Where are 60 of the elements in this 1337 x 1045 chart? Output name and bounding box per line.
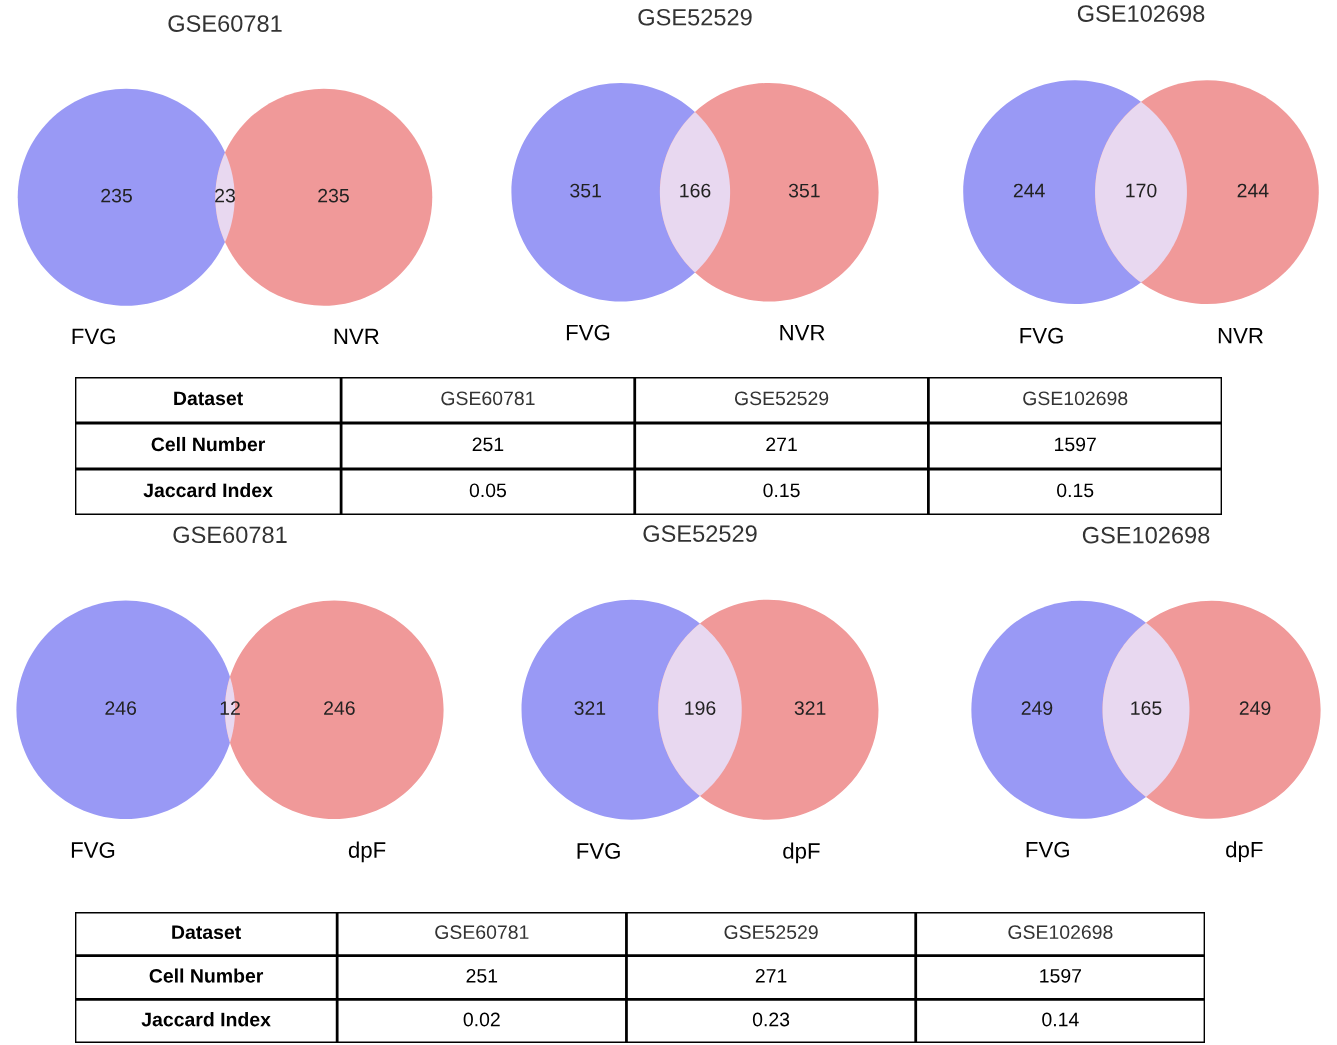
data-label: 271 — [755, 968, 787, 983]
data-label: 0.02 — [463, 1012, 500, 1027]
data-label: 249 — [1239, 701, 1271, 715]
text: Cell Number — [151, 436, 266, 452]
text: Dataset — [172, 925, 241, 940]
category-label: NVR — [1218, 328, 1263, 344]
data-label: 351 — [788, 183, 820, 198]
text: Dataset — [174, 391, 243, 406]
data-label: 23 — [215, 188, 235, 203]
text: GSE52529 — [638, 8, 752, 26]
category-label: GSE60781 — [441, 391, 535, 406]
data-label: 246 — [105, 701, 137, 715]
category-label: GSE102698 — [1023, 391, 1128, 406]
data-label: 251 — [472, 437, 504, 452]
text: GSE102698 — [1077, 5, 1205, 22]
data-label: 271 — [766, 437, 797, 452]
category-label: FVG — [71, 842, 115, 858]
data-label: 244 — [1237, 183, 1269, 198]
data-label: 0.23 — [752, 1012, 790, 1027]
data-label: 0.14 — [1042, 1012, 1079, 1027]
category-label: GSE52529 — [734, 391, 829, 406]
data-label: 1597 — [1055, 437, 1096, 452]
text: Jaccard Index — [141, 1012, 271, 1027]
data-label: 0.15 — [763, 483, 800, 498]
data-label: 235 — [318, 188, 349, 203]
category-label: GSE102698 — [1008, 925, 1113, 940]
data-label: 0.15 — [1057, 483, 1094, 498]
category-label: GSE60781 — [435, 925, 529, 940]
data-label: 246 — [324, 701, 355, 715]
text: Cell Number — [149, 968, 264, 983]
data-label: 0.05 — [469, 483, 507, 498]
category-label: dpF — [783, 842, 820, 864]
category-label: NVR — [334, 328, 379, 345]
category-label: GSE52529 — [724, 925, 818, 940]
data-label: 166 — [680, 183, 711, 198]
category-label: FVG — [566, 324, 610, 341]
text: GSE102698 — [1082, 526, 1210, 544]
data-label: 12 — [220, 701, 240, 715]
data-label: 251 — [466, 968, 498, 983]
category-label: FVG — [1020, 327, 1063, 344]
data-label: 165 — [1131, 701, 1162, 715]
data-label: 235 — [101, 188, 132, 203]
text: GSE60781 — [168, 15, 282, 32]
category-label: FVG — [577, 843, 620, 859]
data-label: 244 — [1013, 183, 1045, 198]
category-label: dpF — [348, 841, 386, 863]
data-label: 351 — [570, 183, 601, 198]
data-label: 321 — [794, 701, 826, 715]
category-label: FVG — [1026, 841, 1069, 858]
category-label: FVG — [72, 328, 115, 345]
data-label: 196 — [685, 701, 716, 715]
data-label: 249 — [1021, 701, 1053, 715]
text: GSE60781 — [173, 526, 287, 544]
text: Jaccard Index — [143, 482, 273, 498]
category-label: NVR — [780, 324, 825, 341]
data-label: 1597 — [1040, 968, 1082, 983]
data-label: 321 — [574, 701, 606, 715]
text: GSE52529 — [643, 525, 757, 542]
category-label: dpF — [1226, 841, 1263, 862]
data-label: 170 — [1126, 183, 1157, 198]
